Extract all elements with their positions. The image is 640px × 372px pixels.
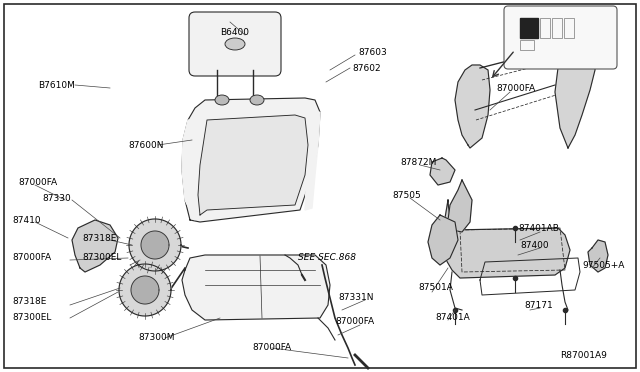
Polygon shape (455, 65, 490, 148)
Polygon shape (182, 98, 320, 222)
Text: 87331N: 87331N (338, 294, 374, 302)
Text: B7610M: B7610M (38, 80, 75, 90)
Bar (540, 18, 550, 38)
Polygon shape (182, 120, 200, 220)
Text: 87000FA: 87000FA (252, 343, 291, 353)
Polygon shape (182, 255, 330, 320)
Text: 87505: 87505 (392, 190, 420, 199)
Polygon shape (428, 215, 458, 265)
Ellipse shape (250, 95, 264, 105)
Text: 87000FA: 87000FA (496, 83, 535, 93)
Polygon shape (588, 240, 608, 272)
Polygon shape (72, 220, 118, 272)
Text: 87300EL: 87300EL (12, 314, 51, 323)
Polygon shape (305, 112, 320, 210)
Bar (552, 18, 562, 38)
Text: 87501A: 87501A (418, 283, 453, 292)
Text: 87600N: 87600N (128, 141, 163, 150)
Polygon shape (141, 231, 169, 259)
Text: 87318E: 87318E (12, 298, 46, 307)
Text: 87330: 87330 (42, 193, 71, 202)
Text: 87300M: 87300M (138, 334, 175, 343)
Text: 87872M: 87872M (400, 157, 436, 167)
Polygon shape (555, 40, 595, 148)
FancyBboxPatch shape (189, 12, 281, 76)
Polygon shape (442, 200, 570, 278)
Text: 87000FA: 87000FA (12, 253, 51, 263)
Text: 87401A: 87401A (435, 314, 470, 323)
Polygon shape (129, 219, 181, 271)
Ellipse shape (225, 38, 245, 50)
Text: SEE SEC.868: SEE SEC.868 (298, 253, 356, 263)
Bar (564, 18, 574, 38)
Ellipse shape (215, 95, 229, 105)
Polygon shape (119, 264, 171, 316)
Text: B6400: B6400 (220, 28, 249, 36)
Text: 87300EL: 87300EL (82, 253, 122, 263)
Text: 87602: 87602 (352, 64, 381, 73)
Text: 97505+A: 97505+A (582, 260, 625, 269)
Text: 87603: 87603 (358, 48, 387, 57)
Bar (520, 40, 534, 50)
Text: R87001A9: R87001A9 (560, 350, 607, 359)
Text: 87410: 87410 (12, 215, 40, 224)
Polygon shape (198, 115, 308, 215)
Text: 87171: 87171 (524, 301, 553, 310)
Text: 87318E: 87318E (82, 234, 116, 243)
Text: 87400: 87400 (520, 241, 548, 250)
FancyBboxPatch shape (504, 6, 617, 69)
Polygon shape (448, 180, 472, 232)
Polygon shape (430, 158, 455, 185)
Text: 87401AB: 87401AB (518, 224, 559, 232)
Text: 87000FA: 87000FA (18, 177, 57, 186)
Polygon shape (131, 276, 159, 304)
Text: 87000FA: 87000FA (335, 317, 374, 327)
Polygon shape (520, 18, 538, 38)
